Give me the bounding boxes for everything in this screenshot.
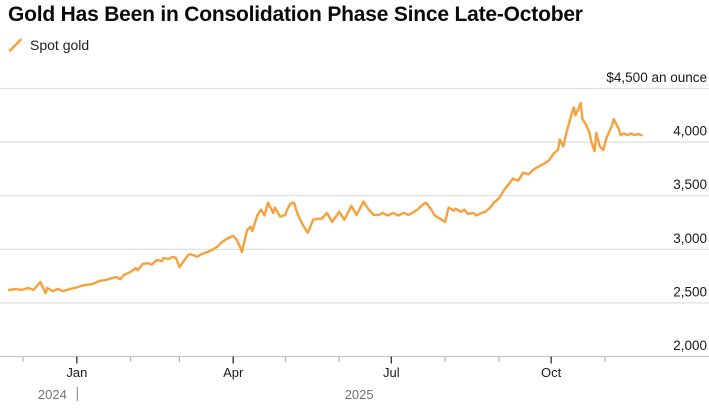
month-label: Jul — [383, 365, 400, 380]
year-label: 2025 — [345, 387, 374, 402]
month-label: Apr — [223, 365, 244, 380]
y-axis-label: 2,500 — [673, 284, 707, 299]
chart-title: Gold Has Been in Consolidation Phase Sin… — [8, 3, 583, 26]
month-label: Jan — [66, 365, 87, 380]
spot-gold-slash-icon — [8, 38, 22, 52]
y-axis-label: 3,500 — [673, 177, 707, 192]
y-axis-label: 3,000 — [673, 231, 707, 246]
legend: Spot gold — [8, 37, 89, 53]
y-axis-label: 4,000 — [673, 124, 707, 139]
spot-gold-line — [7, 101, 643, 295]
legend-label: Spot gold — [30, 37, 90, 53]
axis-unit-label: $4,500 an ounce — [606, 70, 707, 85]
y-axis-label: 2,000 — [673, 338, 707, 353]
year-label: 2024 — [38, 387, 67, 402]
month-label: Oct — [541, 365, 562, 380]
